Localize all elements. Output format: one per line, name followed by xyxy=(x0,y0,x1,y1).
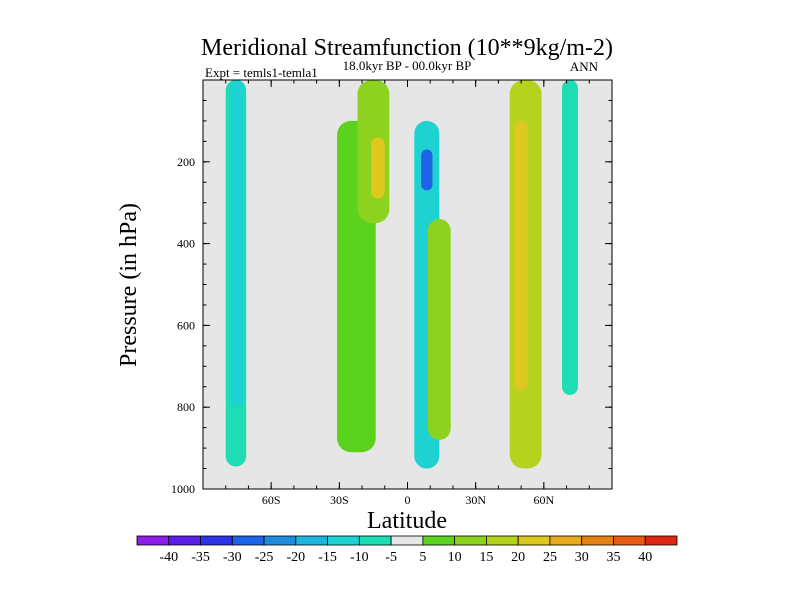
plot-background xyxy=(203,80,612,489)
colorbar-swatch xyxy=(263,535,297,546)
contour-region-band-65s-b xyxy=(230,80,244,408)
colorbar-swatch xyxy=(295,535,328,546)
colorbar-label: -10 xyxy=(350,550,369,565)
colorbar-swatch xyxy=(231,535,265,546)
colorbar-swatch xyxy=(200,535,233,546)
plot-area: 60S 30S 0 30N 60N 200 400 600 800 1000 xyxy=(171,79,613,507)
colorbar-swatch xyxy=(390,535,424,546)
chart-title: Meridional Streamfunction (10**9kg/m-2) xyxy=(201,35,613,61)
colorbar: -40 -35 -30 -25 -20 -15 -10 -5 5 10 15 20 25 30 35 40 xyxy=(136,535,678,565)
colorbar-swatch xyxy=(136,535,170,546)
colorbar-swatch xyxy=(168,535,201,546)
colorbar-swatch xyxy=(486,535,519,546)
colorbar-label: -5 xyxy=(385,550,397,565)
colorbar-swatch xyxy=(644,535,678,546)
contour-region-band-50n-core xyxy=(514,120,528,391)
colorbar-label: -25 xyxy=(255,550,274,565)
y-tick-label: 600 xyxy=(177,318,195,332)
y-tick-label: 1000 xyxy=(171,482,195,496)
y-tick-label: 200 xyxy=(177,155,195,169)
colorbar-label: 25 xyxy=(543,550,557,565)
colorbar-swatch xyxy=(581,535,614,546)
colorbar-swatch xyxy=(454,535,487,546)
colorbar-label: -30 xyxy=(223,550,242,565)
colorbar-label: 5 xyxy=(419,550,426,565)
colorbar-label: -15 xyxy=(318,550,337,565)
contour-region-eq-neg-core xyxy=(421,149,433,191)
season-label: ANN xyxy=(570,59,599,74)
x-tick-label: 30N xyxy=(465,493,486,507)
colorbar-swatch xyxy=(327,535,360,546)
contour-region-blob-15n xyxy=(427,219,451,440)
colorbar-label: 15 xyxy=(479,550,493,565)
experiment-label: Expt = temls1-temla1 xyxy=(205,65,318,80)
colorbar-swatch xyxy=(517,535,551,546)
x-tick-label: 60S xyxy=(262,493,281,507)
colorbar-label: 10 xyxy=(448,550,462,565)
colorbar-label: -35 xyxy=(191,550,210,565)
contour-region-band-70n xyxy=(562,80,578,395)
x-tick-label: 60N xyxy=(533,493,554,507)
y-axis-label: Pressure (in hPa) xyxy=(116,203,142,367)
colorbar-label: -20 xyxy=(286,550,305,565)
colorbar-label: 20 xyxy=(511,550,525,565)
axis-ticks: 60S 30S 0 30N 60N 200 400 600 800 1000 xyxy=(171,79,613,507)
y-tick-label: 400 xyxy=(177,237,195,251)
x-axis-label: Latitude xyxy=(367,508,447,534)
colorbar-swatch xyxy=(549,535,583,546)
colorbar-swatch xyxy=(422,535,456,546)
contour-region-jet-12s-core xyxy=(371,137,385,199)
y-tick-label: 800 xyxy=(177,400,195,414)
colorbar-label: -40 xyxy=(159,550,178,565)
x-tick-label: 0 xyxy=(405,493,411,507)
colorbar-swatch xyxy=(613,535,646,546)
x-tick-label: 30S xyxy=(330,493,349,507)
colorbar-swatch xyxy=(358,535,392,546)
colorbar-label: 30 xyxy=(575,550,589,565)
colorbar-label: 35 xyxy=(606,550,620,565)
chart-subtitle: 18.0kyr BP - 00.0kyr BP xyxy=(343,58,472,73)
contour-fills xyxy=(225,80,578,469)
colorbar-label: 40 xyxy=(638,550,652,565)
